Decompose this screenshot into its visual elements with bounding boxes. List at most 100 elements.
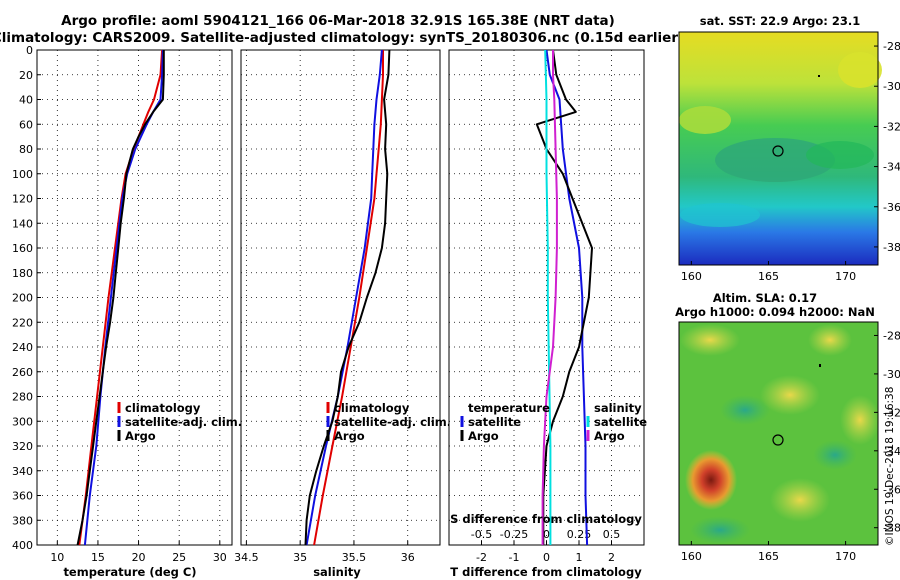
x-tick-label: 30 [213,551,227,564]
depth-tick-label: 380 [12,514,33,527]
map-y-tick-label: -34 [883,445,900,458]
depth-tick-label: 120 [12,193,33,206]
satellite-adj-clim--line [83,49,164,546]
salinity-difference-legend: salinity satellite Argo [586,401,647,443]
temperature-lines [76,49,165,546]
map-y-tick-label: -28 [883,40,900,53]
sla-low-patch [690,516,750,544]
climatology-line [313,50,384,546]
map-y-tick-label: -38 [883,522,900,535]
temperature-x-label: temperature (deg C) [63,565,196,579]
sst-patch [679,106,731,134]
salinity-grid [241,49,440,546]
map-y-tick-label: -30 [883,80,900,93]
sst-patch [806,141,874,169]
depth-tick-label: 360 [12,490,33,503]
depth-tick-label: 320 [12,440,33,453]
depth-tick-label: 260 [12,366,33,379]
map-y-tick-label: -32 [883,120,900,133]
sst-map-panel: sat. SST: 22.9 Argo: 23.1 160 165 170 -28 -3… [678,14,900,283]
temperature-difference-legend: temperature satellite Argo [460,401,550,443]
legend-satellite-label: satellite-adj. clim. [334,415,451,429]
sla-high-patch [840,395,880,445]
depth-tick-label: 220 [12,316,33,329]
legend-argo-label: Argo [334,429,365,443]
difference-x-ticks: -2 -1 0 1 2 -0.5 -0.25 0 0.25 0.5 [471,528,620,564]
salinity-satellite-line [544,49,552,545]
salinity-legend: climatology satellite-adj. clim. Argo [326,401,451,443]
x-tick-label: 1 [576,551,583,564]
sst-cool-band [715,138,835,182]
sla-map-title-2: Argo h1000: 0.094 h2000: NaN [675,305,875,319]
sla-low-patch [813,440,857,470]
sla-low-patch [720,395,770,425]
x-tick-label: 35.5 [342,551,367,564]
depth-tick-label: 300 [12,415,33,428]
depth-tick-label: 20 [19,69,33,82]
map-y-tick-label: -36 [883,201,900,214]
map-y-tick-label: -34 [883,161,900,174]
legend-salinity-heading: salinity [594,401,642,415]
argo-location-marker [772,434,784,446]
salinity-panel: 34.5 35 35.5 36 salinity climatology satell… [234,49,451,579]
sla-map-panel: Altim. SLA: 0.17 Argo h1000: 0.094 h2000… [675,291,900,563]
x-tick-label: 36 [401,551,415,564]
sst-map-ticks: 160 165 170 -28 -30 -32 -34 -36 -38 [681,40,900,283]
depth-tick-label: 240 [12,341,33,354]
x-tick-label: -2 [476,551,487,564]
legend-climatology-label: climatology [125,401,201,415]
x-tick-label: -1 [509,551,520,564]
salinity-x-ticks: 34.5 35 35.5 36 [234,541,415,564]
s-tick-label: 0 [543,528,550,541]
depth-tick-label: 60 [19,118,33,131]
s-tick-label: -0.5 [471,528,492,541]
map-x-tick-label: 170 [835,270,856,283]
temperature-x-ticks: 10 15 20 25 30 [50,541,227,564]
salinity-argo-line [541,50,558,545]
legend-s-argo-label: Argo [594,429,625,443]
depth-tick-label: 100 [12,168,33,181]
map-y-tick-label: -32 [883,406,900,419]
x-tick-label: 25 [172,551,186,564]
map-x-tick-label: 170 [835,550,856,563]
depth-ticks-temperature: 0 20 40 60 80 100 120 140 160 180 200 220 240 260 280 3… [12,44,41,552]
argo-line [304,49,391,546]
depth-tick-label: 280 [12,391,33,404]
salinity-axes-box [240,49,441,546]
map-y-tick-label: -30 [883,368,900,381]
sla-high-patch [760,375,820,415]
x-tick-label: 34.5 [234,551,259,564]
difference-panel: -2 -1 0 1 2 -0.5 -0.25 0 0.25 0.5 T difference fr… [448,49,647,579]
map-x-tick-label: 165 [758,550,779,563]
sla-map-frame [678,321,879,546]
s-difference-x-label: S difference from climatology [450,512,642,526]
x-tick-label: 35 [293,551,307,564]
legend-argo-label: Argo [125,429,156,443]
map-x-tick-label: 160 [681,550,702,563]
depth-tick-label: 340 [12,465,33,478]
legend-s-satellite-label: satellite [594,415,647,429]
temperature-satellite-line [545,49,589,546]
sla-dot [819,364,821,367]
title-line-1: Argo profile: aoml 5904121_166 06-Mar-20… [61,13,615,29]
legend-temperature-heading: temperature [468,401,550,415]
map-y-tick-label: -36 [883,483,900,496]
sst-warm-patch [838,52,882,88]
sla-high-patch [808,324,852,356]
temperature-panel: 0 20 40 60 80 100 120 140 160 180 200 220 240 260 280 3… [12,44,242,579]
s-tick-label: -0.25 [500,528,528,541]
x-tick-label: 15 [91,551,105,564]
depth-tick-label: 80 [19,143,33,156]
s-tick-label: 0.25 [567,528,592,541]
depth-tick-label: 140 [12,217,33,230]
depth-tick-label: 160 [12,242,33,255]
map-y-tick-label: -28 [883,329,900,342]
map-x-tick-label: 160 [681,270,702,283]
temperature-axes-box [36,49,233,546]
s-tick-label: 0.5 [603,528,621,541]
x-tick-label: 20 [132,551,146,564]
sla-eddy [685,450,737,510]
sst-map-frame [678,31,879,266]
x-tick-label: 2 [608,551,615,564]
